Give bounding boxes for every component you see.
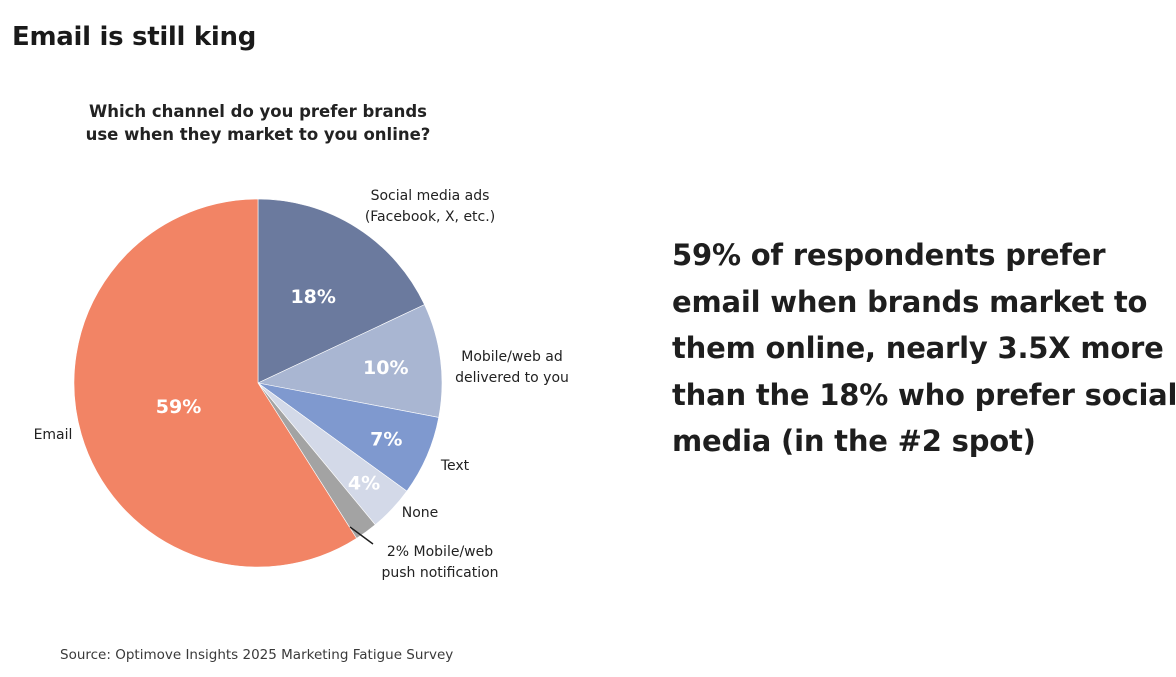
pie-category-label-text: Text [440,458,470,474]
pie-category-label-line: Mobile/web ad [461,349,563,365]
headline-line-1: 59% of respondents prefer [672,238,1106,272]
page-title: Email is still king [12,22,257,52]
headline-text: 59% of respondents prefer email when bra… [672,232,1176,465]
pie-category-label-line: push notification [381,565,498,581]
pie-category-label-social: Social media ads (Facebook, X, etc.) [365,188,495,225]
pie-category-label-line: None [402,505,439,521]
chart-title-line-1: Which channel do you prefer brands [89,102,427,121]
pie-slice-social [257,198,425,384]
pie-category-label-mobile-web-ad: Mobile/web ad delivered to you [455,349,569,386]
pie-category-label-push: 2% Mobile/web push notification [381,544,498,581]
pie-category-label-line: 2% Mobile/web [387,544,493,560]
pie-chart: 18% 10% 7% 4% 59% Social media ads (Facebook,… [34,188,569,581]
pie-category-labels: Social media ads (Facebook, X, etc.) Mobil… [34,188,569,581]
chart-title-line-2: use when they market to you online? [85,125,431,144]
pie-value-label-none: 4% [348,473,380,495]
pie-slice-email [73,198,358,568]
pie-category-label-none: None [402,505,439,521]
pie-slice-mobile-web-ad [257,304,443,418]
pie-category-label-line: delivered to you [455,370,569,386]
pie-category-label-email: Email [34,427,73,443]
pie-category-label-line: Email [34,427,73,443]
pie-category-label-line: (Facebook, X, etc.) [365,209,495,225]
pie-value-labels: 18% 10% 7% 4% 59% [156,286,409,495]
headline-line-4: than the 18% who prefer social [672,377,1176,412]
chart-title: Which channel do you prefer brands use w… [40,100,476,146]
pie-category-label-line: Social media ads [371,188,490,204]
pie-value-label-social: 18% [290,286,335,308]
source-note: Source: Optimove Insights 2025 Marketing… [60,647,454,663]
pie-value-label-mobile-web-ad: 10% [363,357,408,379]
pie-value-label-text: 7% [370,429,402,451]
pie-slices [73,198,443,568]
pie-leader-lines [349,526,374,545]
headline-line-2: email when brands market to [672,284,1148,319]
pie-leader-line-push [349,526,374,545]
pie-value-label-email: 59% [156,396,201,418]
pie-category-label-line: Text [440,458,470,474]
headline-line-3: them online, nearly 3.5X more [672,331,1164,365]
headline-line-5: media (in the #2 spot) [672,424,1036,458]
